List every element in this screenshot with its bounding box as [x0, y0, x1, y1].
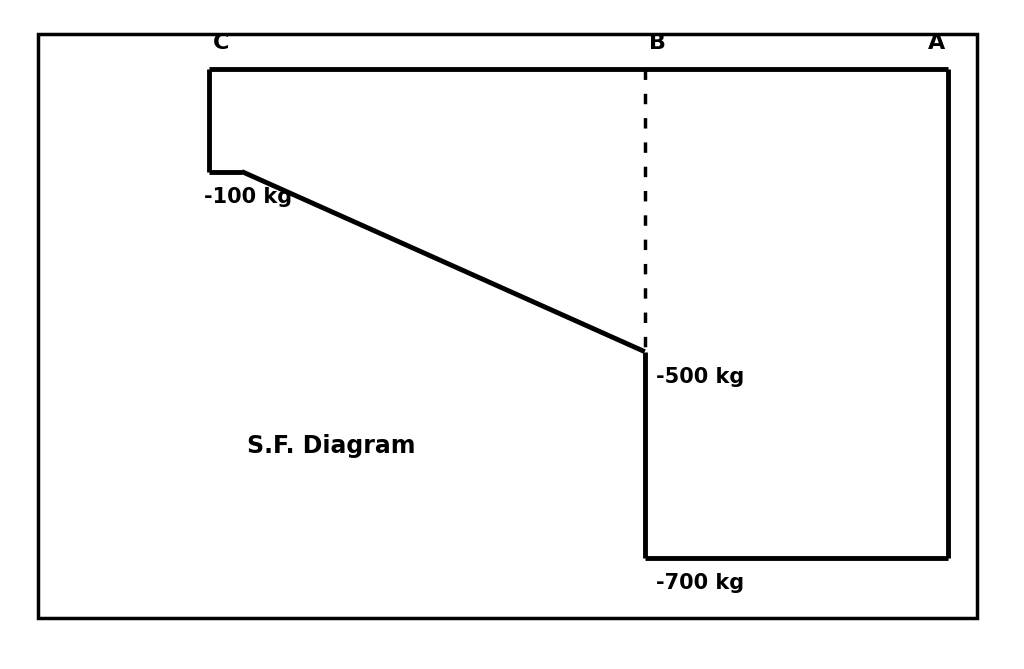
Text: -100 kg: -100 kg — [204, 187, 292, 207]
Text: A: A — [928, 33, 945, 53]
Text: -500 kg: -500 kg — [656, 367, 744, 387]
Text: S.F. Diagram: S.F. Diagram — [247, 434, 415, 458]
Text: -700 kg: -700 kg — [656, 573, 744, 593]
Text: B: B — [649, 33, 667, 53]
Text: C: C — [213, 33, 229, 53]
Bar — [38, 34, 977, 617]
